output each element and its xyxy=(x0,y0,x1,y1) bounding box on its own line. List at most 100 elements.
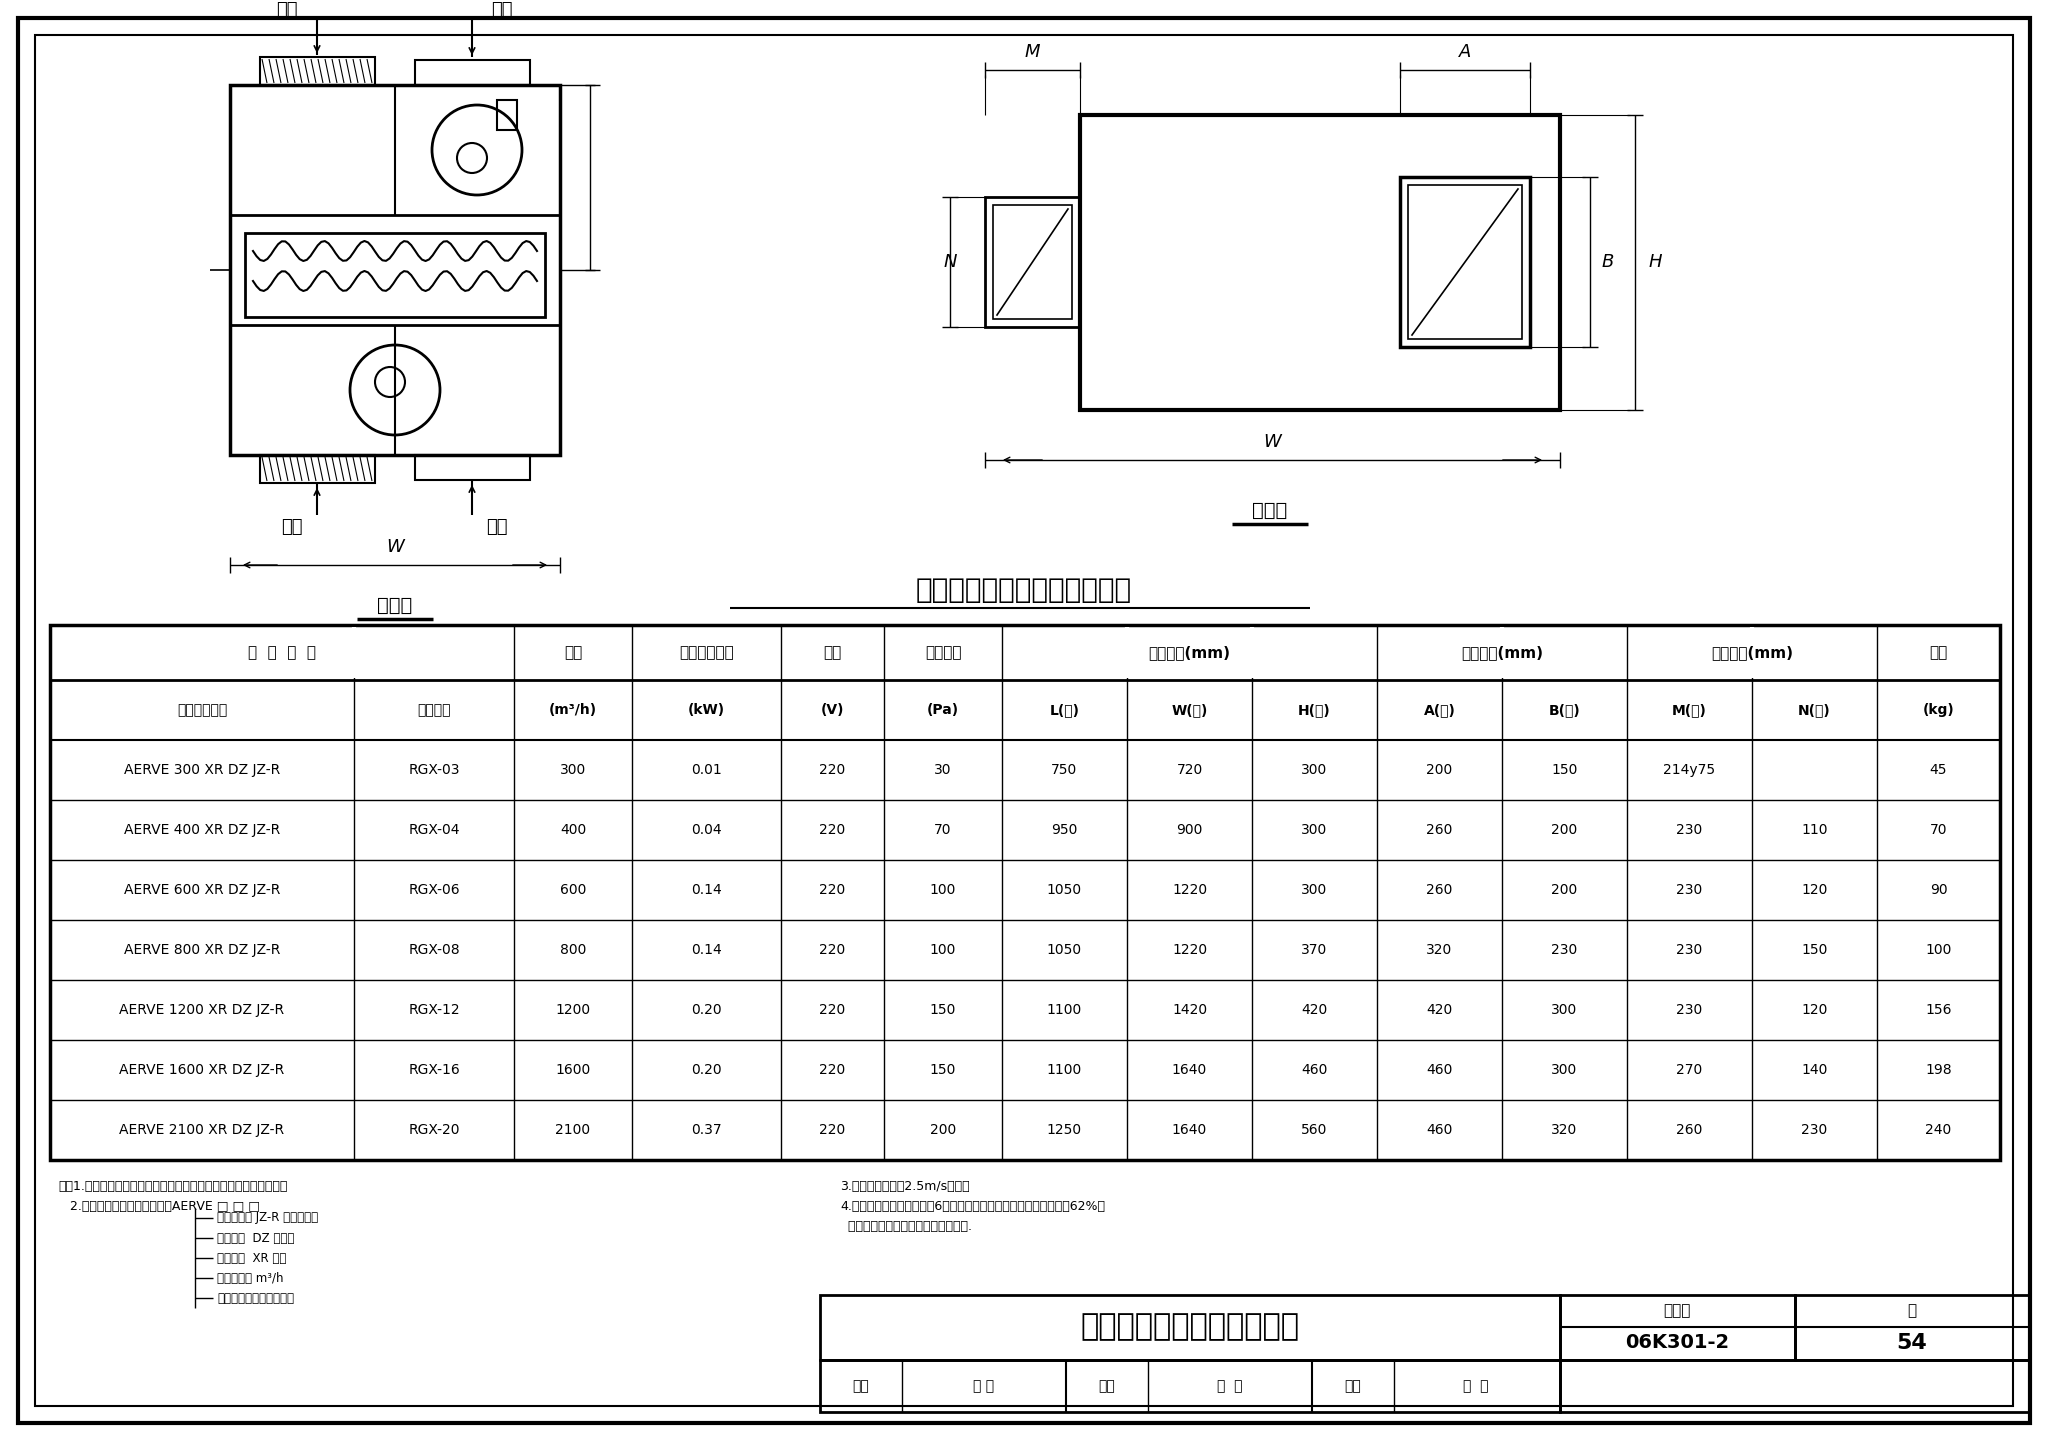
Bar xyxy=(260,58,375,85)
Text: 安装方式  DZ 吊装式: 安装方式 DZ 吊装式 xyxy=(217,1232,295,1245)
Text: 平面图: 平面图 xyxy=(377,595,412,614)
Text: 300: 300 xyxy=(559,762,586,777)
Text: 重量: 重量 xyxy=(1929,646,1948,660)
Text: AERVE 1600 XR DZ JZ-R: AERVE 1600 XR DZ JZ-R xyxy=(119,1063,285,1076)
Text: 0.20: 0.20 xyxy=(690,1063,721,1076)
Bar xyxy=(498,99,516,130)
Text: 150: 150 xyxy=(930,1063,956,1076)
Text: 260: 260 xyxy=(1425,823,1452,837)
Text: (kg): (kg) xyxy=(1923,703,1954,718)
Bar xyxy=(246,233,545,317)
Text: 200: 200 xyxy=(1552,883,1577,896)
Text: 周  敏: 周 敏 xyxy=(1217,1379,1243,1393)
Text: 1220: 1220 xyxy=(1171,883,1206,896)
Bar xyxy=(416,455,530,480)
Text: 750: 750 xyxy=(1051,762,1077,777)
Bar xyxy=(416,61,530,85)
Text: 排风: 排风 xyxy=(276,1,297,19)
Text: W: W xyxy=(1264,432,1280,451)
Text: H: H xyxy=(1649,254,1661,271)
Text: 260: 260 xyxy=(1425,883,1452,896)
Text: 1100: 1100 xyxy=(1047,1063,1081,1076)
Text: 0.01: 0.01 xyxy=(690,762,721,777)
Text: (V): (V) xyxy=(821,703,844,718)
Text: 图集号: 图集号 xyxy=(1663,1304,1692,1319)
Text: 260: 260 xyxy=(1677,1123,1702,1137)
Text: 2.国标型号的表示方法如下：AERVE □ □ □: 2.国标型号的表示方法如下：AERVE □ □ □ xyxy=(57,1200,260,1213)
Text: 排风: 排风 xyxy=(281,517,303,536)
Text: 新风: 新风 xyxy=(485,517,508,536)
Text: 国标通用型号: 国标通用型号 xyxy=(176,703,227,718)
Bar xyxy=(1561,1360,2030,1412)
Text: 页: 页 xyxy=(1907,1304,1917,1319)
Text: 120: 120 xyxy=(1802,1003,1827,1017)
Text: 200: 200 xyxy=(1552,823,1577,837)
Text: 注：1.本表根据北京德天节能设备有限公司提供的产品说明书编制。: 注：1.本表根据北京德天节能设备有限公司提供的产品说明书编制。 xyxy=(57,1180,287,1193)
Text: 1220: 1220 xyxy=(1171,942,1206,957)
Bar xyxy=(1561,1295,1794,1360)
Bar xyxy=(819,1360,1561,1412)
Text: RGX-20: RGX-20 xyxy=(408,1123,459,1137)
Text: 950: 950 xyxy=(1051,823,1077,837)
Bar xyxy=(993,205,1071,318)
Text: 214y75: 214y75 xyxy=(1663,762,1716,777)
Bar xyxy=(985,197,1079,327)
Text: 70: 70 xyxy=(1929,823,1948,837)
Text: 156: 156 xyxy=(1925,1003,1952,1017)
Text: 热回收通风装置基本代号: 热回收通风装置基本代号 xyxy=(217,1291,295,1304)
Text: 270: 270 xyxy=(1677,1063,1702,1076)
Text: 720: 720 xyxy=(1176,762,1202,777)
Text: RGX-06: RGX-06 xyxy=(408,883,461,896)
Text: 1100: 1100 xyxy=(1047,1003,1081,1017)
Text: 0.14: 0.14 xyxy=(690,942,721,957)
Text: 李 伟: 李 伟 xyxy=(973,1379,995,1393)
Text: 0.37: 0.37 xyxy=(690,1123,721,1137)
Text: 0.04: 0.04 xyxy=(690,823,721,837)
Text: 560: 560 xyxy=(1300,1123,1327,1137)
Text: 400: 400 xyxy=(559,823,586,837)
Text: 420: 420 xyxy=(1300,1003,1327,1017)
Text: AERVE 1200 XR DZ JZ-R: AERVE 1200 XR DZ JZ-R xyxy=(119,1003,285,1017)
Text: 0.20: 0.20 xyxy=(690,1003,721,1017)
Text: W(宽): W(宽) xyxy=(1171,703,1208,718)
Text: 外型尺寸(mm): 外型尺寸(mm) xyxy=(1149,646,1231,660)
Text: M(宽): M(宽) xyxy=(1671,703,1706,718)
Text: 320: 320 xyxy=(1552,1123,1577,1137)
Text: 1640: 1640 xyxy=(1171,1063,1206,1076)
Text: 800: 800 xyxy=(559,942,586,957)
Text: 300: 300 xyxy=(1552,1063,1577,1076)
Text: 300: 300 xyxy=(1552,1003,1577,1017)
Text: 150: 150 xyxy=(1550,762,1577,777)
Text: 机组余压: 机组余压 xyxy=(926,646,961,660)
Text: RGX-03: RGX-03 xyxy=(408,762,459,777)
Text: 300: 300 xyxy=(1300,762,1327,777)
Text: 300: 300 xyxy=(1300,823,1327,837)
Text: N: N xyxy=(944,254,956,271)
Text: 100: 100 xyxy=(930,883,956,896)
Text: AERVE 400 XR DZ JZ-R: AERVE 400 XR DZ JZ-R xyxy=(123,823,281,837)
Text: 0.14: 0.14 xyxy=(690,883,721,896)
Text: A: A xyxy=(1458,43,1470,61)
Text: 06K301-2: 06K301-2 xyxy=(1624,1333,1729,1353)
Text: 300: 300 xyxy=(1300,883,1327,896)
Text: 110: 110 xyxy=(1802,823,1827,837)
Text: 薛  洁: 薛 洁 xyxy=(1462,1379,1489,1393)
Text: 100: 100 xyxy=(930,942,956,957)
Bar xyxy=(1079,115,1561,411)
Text: 230: 230 xyxy=(1552,942,1577,957)
Text: 90: 90 xyxy=(1929,883,1948,896)
Text: 热管式热回收装置（吹顶式）: 热管式热回收装置（吹顶式） xyxy=(915,576,1133,604)
Text: 220: 220 xyxy=(819,1063,846,1076)
Text: B(高): B(高) xyxy=(1548,703,1581,718)
Text: 1050: 1050 xyxy=(1047,942,1081,957)
Text: (kW): (kW) xyxy=(688,703,725,718)
Bar xyxy=(260,455,375,483)
Text: 出口尺寸(mm): 出口尺寸(mm) xyxy=(1710,646,1792,660)
Text: 54: 54 xyxy=(1896,1333,1927,1353)
Text: 320: 320 xyxy=(1425,942,1452,957)
Text: 进口尺寸(mm): 进口尺寸(mm) xyxy=(1460,646,1542,660)
Text: 100: 100 xyxy=(1925,942,1952,957)
Text: 230: 230 xyxy=(1677,1003,1702,1017)
Text: 校对: 校对 xyxy=(1098,1379,1116,1393)
Text: 设计: 设计 xyxy=(1346,1379,1362,1393)
